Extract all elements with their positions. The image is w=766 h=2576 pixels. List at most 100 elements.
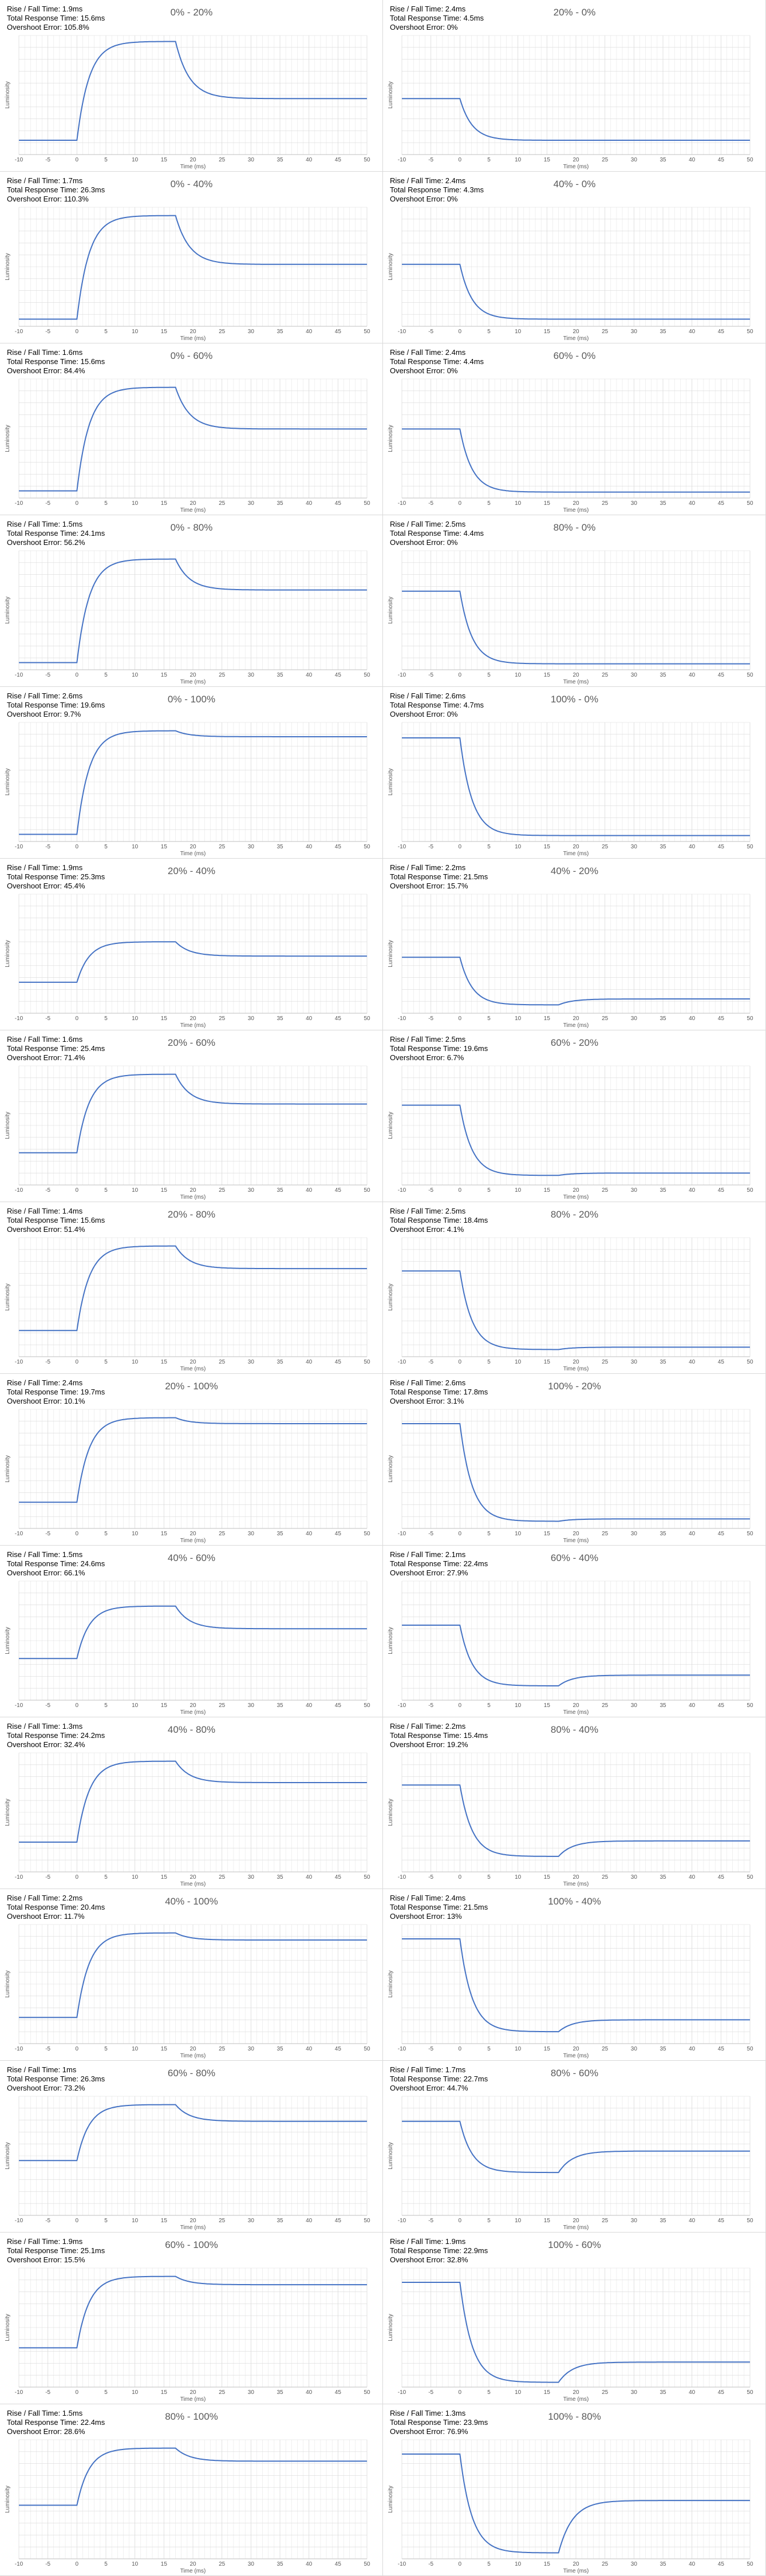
y-axis-label: Luminosity [388,1455,394,1483]
x-tick-label: 50 [747,1016,753,1022]
x-tick-label: 40 [689,2561,696,2567]
response-stats: Rise / Fall Time: 1.9ms Total Response Ti… [7,863,105,891]
y-axis-label: Luminosity [388,2314,394,2341]
x-tick-label: 50 [747,2218,753,2224]
response-stats: Rise / Fall Time: 2.4ms Total Response Ti… [390,348,484,376]
x-tick-label: 20 [189,500,196,507]
x-tick-label: 0 [459,1359,462,1365]
x-tick-label: 35 [277,1016,283,1022]
x-tick-label: 40 [689,329,696,335]
x-tick-label: 40 [306,500,313,507]
line-chart: -10 -5 0 5 10 15 20 25 30 35 40 45 50 Time (ms) Lumino… [388,1409,753,1544]
response-stats: Rise / Fall Time: 1.3ms Total Response Ti… [7,1722,105,1749]
x-tick-label: 50 [747,1531,753,1537]
x-tick-label: 35 [660,844,666,850]
x-tick-label: -10 [398,329,406,335]
rise-fall-time-text: Rise / Fall Time: 2.5ms [390,1035,466,1044]
overshoot-error-text: Overshoot Error: 51.4% [7,1225,85,1234]
x-tick-label: 35 [660,1359,666,1365]
x-tick-label: 10 [515,2561,522,2567]
response-chart-panel: Rise / Fall Time: 1.3ms Total Response Ti… [0,1717,383,1889]
chart-title: 40% - 60% [167,1552,216,1563]
line-chart: -10 -5 0 5 10 15 20 25 30 35 40 45 50 Time (ms) Lumino… [388,2439,753,2574]
x-tick-label: 40 [306,1359,313,1365]
x-tick-label: 50 [747,1359,753,1365]
x-tick-label: 50 [364,1359,370,1365]
total-response-time-text: Total Response Time: 22.9ms [390,2246,488,2255]
x-tick-label: 35 [277,2561,283,2567]
x-tick-label: 25 [219,1874,226,1880]
x-tick-label: 25 [602,500,609,507]
x-tick-label: 20 [572,500,579,507]
x-tick-label: 25 [602,157,609,163]
chart-title: 20% - 80% [167,1209,216,1220]
response-chart-panel: Rise / Fall Time: 1.5ms Total Response Ti… [0,1546,383,1717]
x-axis-label: Time (ms) [563,335,589,342]
chart-title: 60% - 80% [167,2068,216,2079]
x-tick-label: 10 [132,1702,139,1709]
x-tick-label: 30 [248,672,255,678]
x-tick-label: 45 [718,1016,725,1022]
x-tick-label: 10 [132,1874,139,1880]
rise-fall-time-text: Rise / Fall Time: 2.4ms [390,176,466,185]
x-tick-label: 25 [602,2389,609,2396]
x-tick-label: -5 [45,672,50,678]
chart-title: 100% - 60% [548,2239,601,2250]
response-chart-panel: Rise / Fall Time: 1.6ms Total Response Ti… [0,1030,383,1202]
x-tick-label: -10 [398,2218,406,2224]
x-tick-label: -5 [45,1702,50,1709]
x-tick-label: 45 [718,1874,725,1880]
y-axis-label: Luminosity [5,1455,11,1483]
chart-title: 0% - 80% [170,522,213,533]
x-axis-label: Time (ms) [563,1538,589,1544]
luminosity-line [19,941,367,983]
x-tick-label: 35 [660,157,666,163]
x-tick-label: 5 [487,672,491,678]
response-stats: Rise / Fall Time: 2.5ms Total Response Ti… [390,1207,488,1234]
x-tick-label: 10 [515,1874,522,1880]
x-tick-label: 30 [631,844,638,850]
luminosity-line [402,1938,750,2033]
x-tick-label: 20 [189,2046,196,2052]
x-tick-label: 15 [544,2389,551,2396]
x-axis-label: Time (ms) [180,1881,206,1887]
response-chart-panel: Rise / Fall Time: 2.2ms Total Response Ti… [0,1889,383,2061]
response-stats: Rise / Fall Time: 1.3ms Total Response Ti… [390,2409,488,2436]
x-tick-label: -5 [45,1016,50,1022]
y-axis-label: Luminosity [5,768,11,796]
chart-title: 60% - 40% [550,1552,599,1563]
x-tick-label: 10 [132,2218,139,2224]
x-tick-label: 50 [747,157,753,163]
x-tick-label: 0 [76,1016,79,1022]
x-tick-label: 5 [487,157,491,163]
x-tick-label: 50 [747,2046,753,2052]
x-tick-label: 10 [132,1187,139,1194]
response-chart-panel: Rise / Fall Time: 1ms Total Response Time… [0,2061,383,2233]
total-response-time-text: Total Response Time: 21.5ms [390,872,488,881]
x-tick-label: 45 [718,1702,725,1709]
x-tick-label: 0 [459,157,462,163]
overshoot-error-text: Overshoot Error: 15.5% [7,2255,85,2264]
x-tick-label: 30 [631,500,638,507]
luminosity-line [402,737,750,836]
x-tick-label: 5 [104,2218,108,2224]
overshoot-error-text: Overshoot Error: 32.4% [7,1740,85,1749]
total-response-time-text: Total Response Time: 15.6ms [7,357,105,366]
x-tick-label: 40 [689,157,696,163]
x-tick-label: 35 [277,2218,283,2224]
x-axis-label: Time (ms) [563,679,589,685]
x-tick-label: 35 [660,1187,666,1194]
x-tick-label: 40 [306,844,313,850]
luminosity-line [402,98,750,141]
x-tick-label: 40 [306,1702,313,1709]
luminosity-line [19,386,367,492]
x-tick-label: 25 [219,329,226,335]
x-tick-label: -10 [398,1187,406,1194]
x-tick-label: 30 [631,1359,638,1365]
x-tick-label: 15 [161,1874,168,1880]
x-tick-label: 35 [660,1874,666,1880]
x-tick-label: 35 [660,500,666,507]
y-axis-label: Luminosity [5,1627,11,1654]
x-tick-label: 15 [161,1187,168,1194]
total-response-time-text: Total Response Time: 18.4ms [390,1216,488,1224]
